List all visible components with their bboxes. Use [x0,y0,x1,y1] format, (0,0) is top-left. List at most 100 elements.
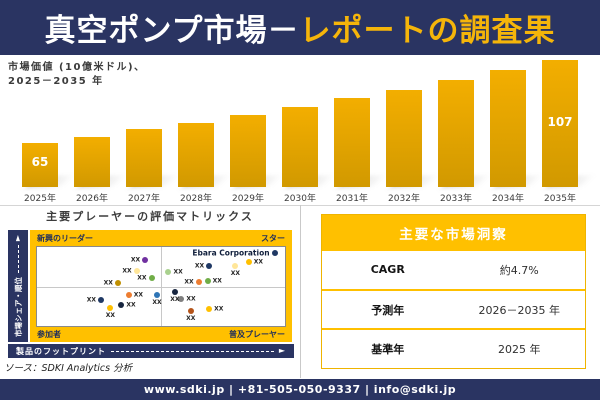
bar-year-label: 2028年 [180,194,212,204]
bar-value-label: 65 [31,155,49,169]
bar-2031年 [334,98,370,187]
scatter-dot [142,257,149,264]
bar-value-label: 107 [547,115,573,129]
scatter-point-label: XX [137,274,147,282]
matrix-x-axis-bar: 製品のフットプリント ► [8,344,294,358]
scatter-point-label: XX [194,262,205,270]
scatter-point-label: XX [126,301,136,309]
scatter-dot [204,278,211,285]
scatter-point-label: XX [105,312,116,320]
x-axis-dashed-line [111,350,274,352]
insights-row-value: 約4.7% [499,263,539,277]
scatter-dot [206,305,213,312]
bar-2029年 [230,115,266,187]
insights-panel: 主要な市場洞察 CAGR 約4.7% 予測年 2026－2035 年基準年 2025 年 [321,214,586,369]
bar-year-label: 2034年 [492,194,524,204]
scatter-dot [107,305,114,312]
insights-row: 予測年 2026－2035 年 [322,288,585,329]
quadrant-label-emerging-leaders: 新興のリーダー [37,233,93,243]
insights-row-label: 予測年 [371,303,405,317]
quadrant-label-pervasive-players: 普及プレーヤー [229,330,285,339]
scatter-point-label: XX [214,305,224,313]
scatter-point-label: XX [86,296,96,304]
bar-year-label: 2027年 [128,194,160,204]
bar-year-label: 2035年 [544,194,576,204]
bar-chart-label: 市場価値 (10億米ドル)、 2025－2035 年 [8,61,146,89]
bar-2025年: 65 [22,143,58,187]
scatter-dot [171,288,178,295]
insights-row-label: CAGR [370,263,405,277]
matrix-y-axis-bar: 市場シェア・順位 ► [8,230,28,342]
bar-2030年 [282,107,318,187]
insights-row: CAGR 約4.7% [322,251,585,289]
footer-bar: www.sdki.jp | +81-505-050-9337 | info@sd… [0,379,600,400]
scatter-dot [271,250,278,257]
bar-chart-plot: 65 2025年 2026年 2027年 2028年 2029年 2030年 2031年 203… [0,58,600,205]
scatter-point-label: XX [103,279,113,287]
bar-chart-label-line1: 市場価値 (10億米ドル)、 [8,62,146,73]
bar-year-label: 2029年 [232,194,264,204]
insights-row: 基準年 2025 年 [322,328,585,368]
bar-2035年: 107 [542,60,578,187]
matrix-title: 主要プレーヤーの評価マトリックス [46,210,254,223]
bar-2034年 [490,70,526,187]
scatter-dot [245,258,252,265]
up-arrow-icon: ► [13,235,22,242]
section-divider-vertical [300,205,301,378]
scatter-dot [154,292,161,299]
quadrant-label-stars: スター [261,233,285,243]
scatter-dot [165,268,172,275]
bar-2027年 [126,129,162,187]
bar-year-label: 2032年 [388,194,420,204]
scatter-dot [114,279,121,286]
insights-panel-title: 主要な市場洞察 [322,215,585,251]
bar-year-label: 2030年 [284,194,316,204]
bar-2032年 [386,90,422,187]
matrix-y-axis-label: 市場シェア・順位 [13,277,23,337]
scatter-point-label: XX [212,277,222,285]
scatter-dot [195,279,202,286]
scatter-dot [125,292,132,299]
bar-chart-label-line2: 2025－2035 年 [8,76,104,87]
scatter-dot [178,296,185,303]
matrix-y-axis-content: 市場シェア・順位 ► [8,230,28,342]
scatter-point-label: XX [170,295,180,303]
insights-row-value: 2026－2035 年 [478,303,561,317]
bar-year-label: 2031年 [336,194,368,204]
matrix-frame: 新興のリーダー スター XX XX XX XX XX XX XX XX XX XX Ebara Co… [30,230,292,342]
bar-year-label: 2025年 [24,194,56,204]
scatter-point-label: XX [152,299,162,307]
scatter-dot [206,262,213,269]
quadrant-divider-horizontal [37,286,285,288]
bar-year-label: 2026年 [76,194,108,204]
scatter-plot-area: XX XX XX XX XX XX XX XX XX XX Ebara Corporation XX X… [36,246,286,327]
source-note: ソース：SDKI Analytics 分析 [4,363,133,374]
scatter-point-label: XX [230,270,241,278]
scatter-dot [118,301,125,308]
footer-contact-text: www.sdki.jp | +81-505-050-9337 | info@sd… [143,383,457,396]
scatter-point-label: XX [253,258,264,266]
scatter-point-label: XX [184,278,194,286]
page-title: 真空ポンプ市場－レポートの調査果 [44,5,555,50]
header-banner: 真空ポンプ市場－レポートの調査果 [0,0,600,55]
scatter-point-label: XX [186,315,196,323]
matrix-x-axis-label: 製品のフットプリント [16,346,106,356]
matrix-top-band: 新興のリーダー スター [30,230,292,246]
insights-table-body: CAGR 約4.7% 予測年 2026－2035 年基準年 2025 年 [322,251,585,368]
scatter-point-label: XX [186,295,196,303]
scatter-dot [232,263,239,270]
bar-2026年 [74,137,110,187]
insights-row-label: 基準年 [371,343,405,357]
bar-year-label: 2033年 [440,194,472,204]
quadrant-label-participants: 参加者 [37,330,61,339]
scatter-dot [133,268,140,275]
scatter-point-label: Ebara Corporation [192,248,270,258]
scatter-point-label: XX [130,256,141,264]
scatter-point-label: XX [122,267,132,275]
scatter-dot [187,308,194,315]
page-title-report: レポートの調査果 [299,13,556,49]
right-arrow-icon: ► [278,346,286,355]
matrix-bottom-band: 参加者 普及プレーヤー [30,327,292,342]
bar-2028年 [178,123,214,187]
